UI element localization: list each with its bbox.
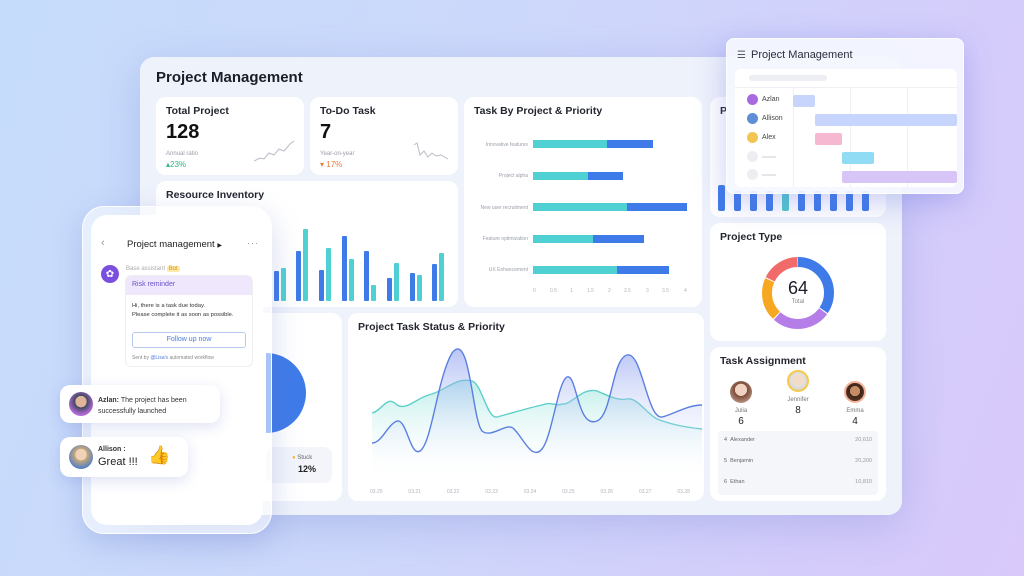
x-axis-labels: 03.20 03.21 03.22 03.23 03.24 03.25 03.26 03.27… [370, 489, 690, 495]
assignee-name: Emma [846, 408, 864, 414]
down-arrow-icon: ▾ [320, 160, 327, 169]
back-icon[interactable]: ‹ [101, 237, 105, 249]
page-title: Project Management [156, 69, 303, 86]
phone-header-title: Project management ▶ [127, 239, 222, 250]
thumbs-up-icon: 👍 [148, 445, 171, 465]
gantt-person-placeholder [747, 151, 776, 162]
more-icon[interactable]: ··· [247, 238, 259, 248]
gantt-bar[interactable] [793, 95, 815, 107]
chat-message-text: Azlan: The project has been successfully… [98, 397, 187, 415]
card-title: Task Assignment [720, 355, 806, 367]
avatar-emma [844, 381, 866, 403]
card-title: Risk reminder [126, 276, 252, 295]
ranking-list: 4 Alexander 20,610 5 Benjamin 20,200 6 Eth… [718, 431, 878, 495]
assistant-avatar: ✿ [101, 265, 119, 283]
project-type-total-label: Total [791, 299, 805, 305]
task-by-project-card: Task By Project & Priority Innovative fe… [464, 97, 702, 307]
project-task-status-chart [372, 348, 702, 479]
card-title: Project Type [720, 231, 783, 243]
gantt-bar[interactable] [815, 133, 842, 145]
ranking-row[interactable]: 6 Ethan 10,810 [724, 479, 872, 485]
sparkline-icon [254, 141, 294, 162]
todo-task-value: 7 [320, 121, 332, 143]
year-on-year-label: Year-on-year [320, 151, 355, 157]
partial-bar-chart [718, 185, 869, 211]
gantt-bar[interactable] [842, 152, 874, 164]
gantt-title: Project Management [751, 49, 853, 61]
gantt-person-alex[interactable]: Alex [747, 132, 776, 143]
avatar-jennifer [787, 370, 809, 392]
gantt-bar[interactable] [815, 114, 957, 126]
ranking-row[interactable]: 5 Benjamin 20,200 [724, 458, 872, 464]
year-on-year-delta: ▾ 17% [320, 160, 343, 169]
chat-author: Allison : [98, 446, 126, 453]
gantt-person-allison[interactable]: Allison [747, 113, 783, 124]
card-footer: Sent by @Lisa's automated workflow [132, 355, 214, 361]
gantt-person-azlan[interactable]: Azlan [747, 94, 780, 105]
card-title: Total Project [166, 105, 229, 117]
gantt-header-placeholder [749, 75, 827, 81]
project-type-total: 64 [787, 278, 809, 298]
gantt-person-placeholder [747, 169, 776, 180]
assignee-name: Jennifer [787, 397, 809, 403]
gantt-icon: ☰ [737, 50, 746, 61]
avatar [747, 132, 758, 143]
bot-badge: Bot [166, 266, 180, 272]
project-task-status-card: Project Task Status & Priority 03.20 03.2… [348, 313, 704, 501]
total-project-card: Total Project 128 Annual ratio ▴23% [156, 97, 304, 175]
phone-screen: ‹ Project management ▶ ··· ✿ Base assist… [91, 215, 263, 525]
total-project-value: 128 [166, 121, 200, 143]
ranking-row[interactable]: 4 Alexander 20,610 [724, 437, 872, 443]
avatar-julia [730, 381, 752, 403]
project-type-card: Project Type 64 Total [710, 223, 886, 341]
sparkline-icon [414, 142, 448, 160]
project-type-donut [762, 257, 834, 329]
task-by-project-chart: Innovative features Project alpha New us… [480, 140, 687, 294]
play-icon: ▶ [217, 243, 222, 249]
card-title: To-Do Task [320, 105, 376, 117]
annual-ratio-delta: ▴23% [166, 160, 187, 169]
avatar [747, 113, 758, 124]
stuck-legend: ● Stuck 12% [266, 447, 332, 483]
assistant-name: Base assistant Bot [126, 266, 180, 272]
avatar-azlan [69, 392, 93, 416]
assignee-count: 4 [852, 416, 858, 427]
annual-ratio-label: Annual ratio [166, 151, 199, 157]
avatar-allison [69, 445, 93, 469]
card-title: Project Task Status & Priority [358, 321, 505, 333]
risk-reminder-card: Risk reminder Hi, there is a task due to… [125, 275, 253, 367]
card-title: Task By Project & Priority [474, 105, 603, 117]
assignee-count: 8 [795, 405, 801, 416]
chat-message-azlan: Azlan: The project has been successfully… [60, 385, 220, 423]
todo-task-card: To-Do Task 7 Year-on-year ▾ 17% [310, 97, 458, 175]
chat-message-allison: Allison : Great !!! 👍 [60, 437, 188, 477]
card-title: Resource Inventory [166, 189, 265, 201]
follow-up-button[interactable]: Follow up now [132, 332, 246, 348]
task-assignment-card: Task Assignment Julia 6 Jennifer 8 Emma … [710, 347, 886, 501]
stuck-dot-icon: ● [292, 455, 296, 461]
phone-mockup: ‹ Project management ▶ ··· ✿ Base assist… [82, 206, 272, 534]
chat-message-text: Great !!! [98, 456, 138, 468]
card-body: Hi, there is a task due today. Please co… [132, 303, 234, 318]
up-arrow-icon: ▴ [166, 160, 171, 169]
card-title: P [720, 105, 728, 117]
assignee-count: 6 [738, 416, 744, 427]
assignee-name: Julia [734, 408, 748, 414]
gantt-body: Azlan Allison Alex [735, 69, 957, 187]
gantt-popup: ☰ Project Management Azlan Allison Alex [726, 38, 964, 194]
avatar [747, 94, 758, 105]
gantt-bar[interactable] [842, 171, 957, 183]
resource-inventory-chart [274, 229, 444, 301]
